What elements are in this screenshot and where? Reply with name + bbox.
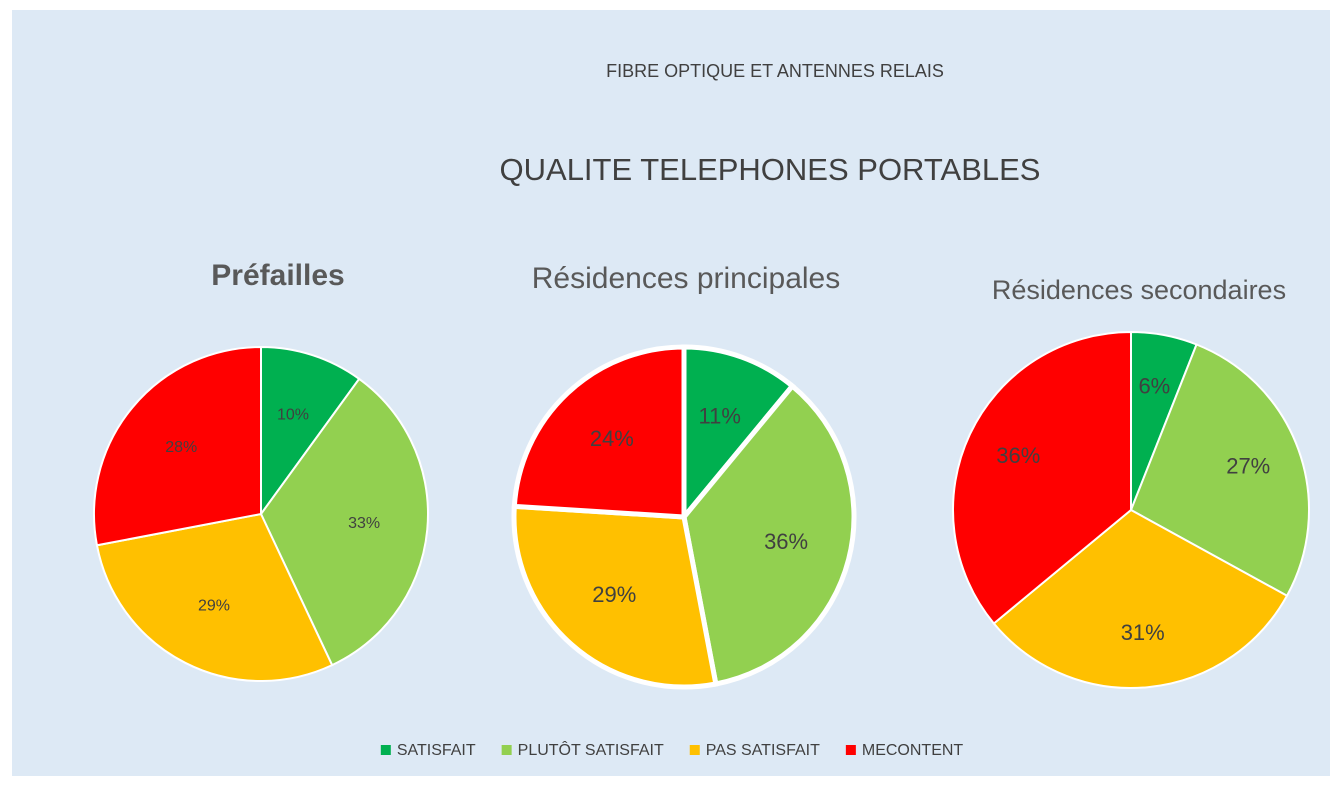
data-label: 33%: [348, 515, 380, 532]
pie-slice: [511, 344, 687, 520]
legend: SATISFAIT PLUTÔT SATISFAIT PAS SATISFAIT ME…: [380, 740, 964, 759]
pie-slice: [952, 330, 1132, 625]
data-label: 10%: [277, 407, 309, 424]
data-label: 29%: [592, 582, 636, 607]
legend-label: PLUTÔT SATISFAIT: [518, 740, 664, 759]
pie-slice: [992, 508, 1289, 689]
pie-slice: [260, 345, 361, 518]
data-label: 36%: [996, 443, 1040, 468]
pie-slice: [681, 382, 857, 687]
pie-slice: [1129, 343, 1310, 598]
pie-slice: [681, 344, 796, 524]
pie-slice: [93, 345, 262, 547]
chart-title: QUALITE TELEPHONES PORTABLES: [500, 152, 1041, 187]
legend-swatch: [845, 745, 856, 755]
legend-label: PAS SATISFAIT: [706, 742, 820, 759]
chart-topic: FIBRE OPTIQUE ET ANTENNES RELAIS: [606, 61, 944, 81]
data-label: 36%: [764, 529, 808, 554]
pie-title: Résidences principales: [532, 262, 841, 295]
data-label: 27%: [1226, 454, 1270, 479]
pie-slice: [259, 377, 429, 667]
legend-swatch: [689, 745, 700, 755]
data-label: 31%: [1121, 620, 1165, 645]
data-label: 6%: [1138, 373, 1170, 398]
pie-slice: [511, 503, 719, 690]
legend-label: MECONTENT: [862, 742, 964, 759]
data-label: 28%: [165, 439, 197, 456]
pie-title: Résidences secondaires: [992, 275, 1286, 305]
legend-swatch: [501, 745, 512, 755]
data-label: 11%: [698, 404, 740, 429]
pie-title: Préfailles: [211, 259, 344, 292]
legend-label: SATISFAIT: [397, 742, 476, 759]
data-label: 24%: [590, 426, 634, 451]
pie-slice: [95, 512, 334, 682]
legend-swatch: [380, 745, 391, 755]
data-label: 29%: [198, 597, 230, 614]
